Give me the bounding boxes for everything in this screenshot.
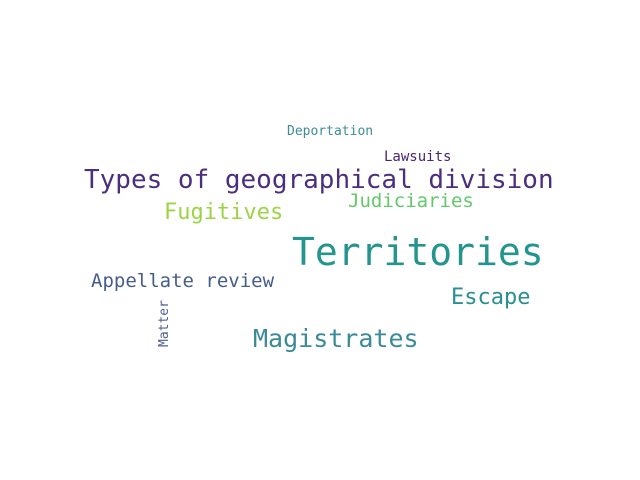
word-escape: Escape <box>451 285 531 310</box>
word-deportation: Deportation <box>287 124 374 139</box>
word-types-of-geographical-division: Types of geographical division <box>84 165 554 195</box>
word-magistrates: Magistrates <box>253 324 419 353</box>
word-lawsuits: Lawsuits <box>384 149 452 165</box>
word-appellate-review: Appellate review <box>91 270 275 292</box>
word-fugitives: Fugitives <box>164 200 284 225</box>
word-territories: Territories <box>292 230 544 274</box>
word-judiciaries: Judiciaries <box>348 190 474 212</box>
word-matter: Matter <box>157 300 172 347</box>
